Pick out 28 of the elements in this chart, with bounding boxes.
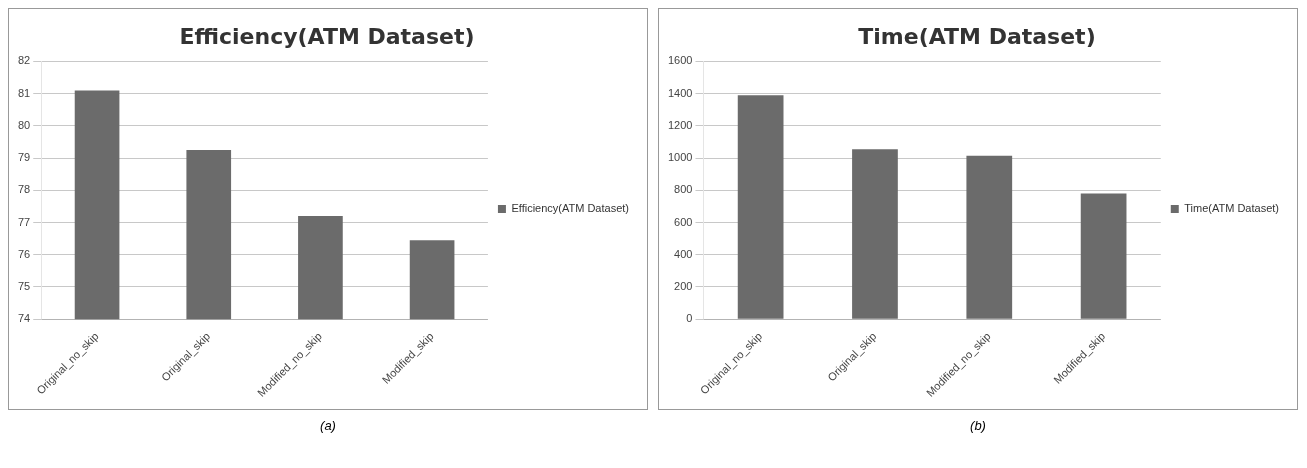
bar (966, 155, 1013, 319)
y-tick-label: 78 (17, 183, 31, 196)
y-tick-label: 400 (674, 247, 693, 260)
chart-title: Efficiency(ATM Dataset) (179, 23, 475, 49)
text: (a) (319, 418, 337, 433)
y-tick-label: 74 (17, 312, 31, 325)
y-tick-label: 0 (686, 312, 693, 325)
chart-title: Time(ATM Dataset) (858, 23, 1096, 49)
legend-label: Efficiency(ATM Dataset) (511, 202, 630, 215)
y-tick-label: 81 (17, 86, 31, 99)
bar (1080, 193, 1127, 319)
y-tick-label: 200 (674, 279, 693, 292)
y-tick-label: 1400 (667, 86, 693, 99)
bar (852, 149, 898, 319)
y-tick-label: 77 (17, 215, 31, 228)
y-tick-label: 79 (17, 151, 31, 164)
legend-label: Time(ATM Dataset) (1184, 202, 1279, 215)
y-tick-label: 82 (17, 54, 31, 67)
y-tick-label: 75 (17, 279, 31, 292)
y-tick-label: 600 (674, 215, 693, 228)
bar (737, 95, 784, 319)
y-tick-label: 80 (17, 118, 31, 131)
y-tick-label: 800 (674, 183, 693, 196)
y-tick-label: 1000 (667, 151, 693, 164)
y-tick-label: 1200 (667, 118, 693, 131)
text: (b) (969, 418, 987, 433)
y-tick-label: 1600 (667, 54, 693, 67)
y-tick-label: 76 (17, 247, 31, 260)
